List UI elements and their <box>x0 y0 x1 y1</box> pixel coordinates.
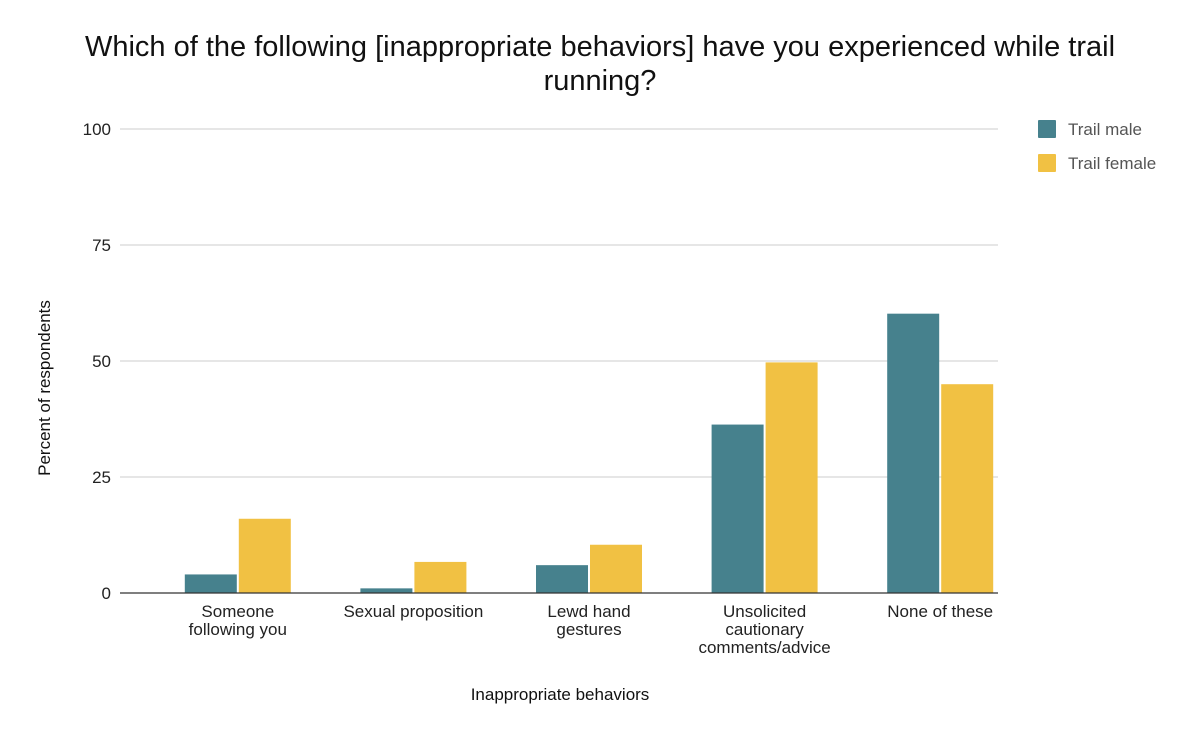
x-axis-categories: Someone following you Sexual proposition Le… <box>189 602 993 657</box>
y-axis-title: Percent of respondents <box>35 300 54 476</box>
y-tick-label: 100 <box>83 120 111 139</box>
x-category-label: Unsolicited cautionary comments/advice <box>698 602 830 657</box>
legend-label: Trail male <box>1068 120 1142 139</box>
y-tick-label: 50 <box>92 352 111 371</box>
chart-title-line-1: Which of the following [inappropriate be… <box>84 31 1116 63</box>
bar-trail-male <box>360 588 413 593</box>
legend-swatch <box>1038 154 1056 172</box>
bar-trail-female <box>590 544 642 593</box>
y-tick-label: 25 <box>92 468 111 487</box>
y-axis-ticks: 0 25 50 75 100 <box>83 120 111 603</box>
legend-swatch <box>1038 120 1056 138</box>
bar-trail-female <box>238 518 291 593</box>
bars <box>184 313 994 593</box>
x-category-label: Lewd hand gestures <box>547 602 630 639</box>
chart-title: Which of the following [inappropriate be… <box>0 30 1200 98</box>
bar-trail-female <box>414 561 467 593</box>
x-axis-title: Inappropriate behaviors <box>471 685 650 704</box>
chart-title-line-2: running? <box>543 65 657 97</box>
legend: Trail male Trail female <box>1038 120 1156 173</box>
x-category-label: None of these <box>887 602 993 621</box>
bar-trail-male <box>711 424 764 593</box>
x-category-label: Someone following you <box>189 602 287 639</box>
bar-trail-female <box>765 362 818 593</box>
x-category-label: Sexual proposition <box>343 602 483 621</box>
bar-trail-male <box>184 574 237 593</box>
gridlines <box>120 128 998 478</box>
bar-trail-male <box>536 565 588 593</box>
legend-label: Trail female <box>1068 154 1156 173</box>
bar-trail-female <box>941 384 994 593</box>
bar-trail-male <box>887 313 940 593</box>
y-tick-label: 75 <box>92 236 111 255</box>
y-tick-label: 0 <box>102 584 111 603</box>
